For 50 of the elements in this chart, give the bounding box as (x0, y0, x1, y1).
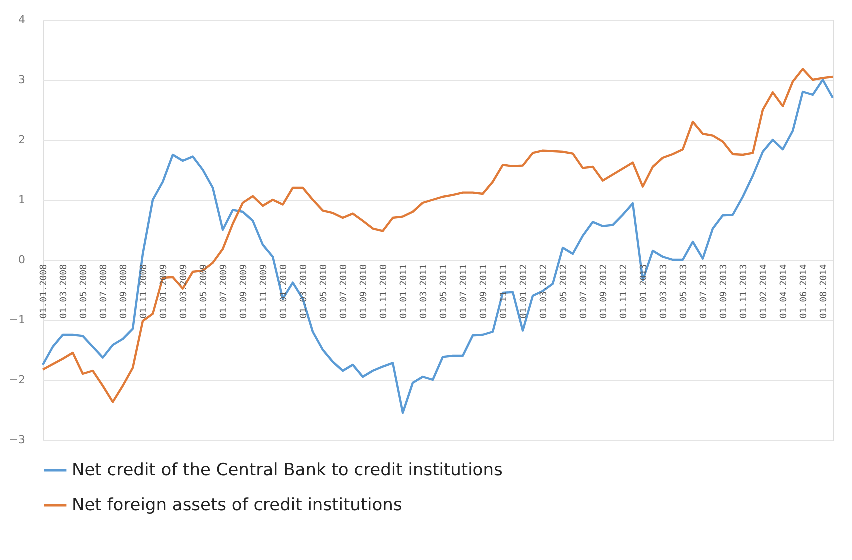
x-tick-label: 01.02.2014 (760, 264, 770, 319)
x-tick-label: 01.06.2014 (800, 264, 810, 319)
x-tick-label: 01.11.2009 (260, 264, 270, 319)
y-tick-label: −2 (9, 374, 26, 386)
x-tick-label: 01.01.2009 (160, 264, 170, 319)
x-tick-label: 01.07.2009 (220, 264, 230, 319)
x-tick-label: 01.01.2011 (400, 264, 410, 319)
x-tick-label: 01.09.2008 (120, 264, 130, 319)
x-tick-label: 01.07.2008 (100, 264, 110, 319)
x-tick-label: 01.11.2012 (620, 264, 630, 319)
x-tick-label: 01.09.2010 (360, 264, 370, 319)
x-tick-label: 01.11.2008 (140, 264, 150, 319)
x-tick-label: 01.11.2011 (500, 264, 510, 319)
x-tick-label: 01.05.2011 (440, 264, 450, 319)
y-tick-label: 0 (18, 254, 26, 266)
x-tick-label: 01.05.2010 (320, 264, 330, 319)
y-tick-label: −1 (9, 314, 26, 326)
x-tick-label: 01.07.2013 (700, 264, 710, 319)
x-tick-label: 01.03.2011 (420, 264, 430, 319)
x-tick-label: 01.01.2010 (280, 264, 290, 319)
x-tick-label: 01.05.2013 (680, 264, 690, 319)
x-tick-label: 01.03.2008 (60, 264, 70, 319)
y-tick-label: 2 (18, 134, 26, 146)
x-tick-label: 01.08.2014 (820, 264, 830, 319)
x-tick-label: 01.07.2010 (340, 264, 350, 319)
x-tick-label: 01.07.2011 (460, 264, 470, 319)
x-tick-label: 01.05.2008 (80, 264, 90, 319)
x-tick-label: 01.05.2012 (560, 264, 570, 319)
y-tick-label: −3 (9, 434, 26, 446)
x-tick-label: 01.09.2009 (240, 264, 250, 319)
x-tick-label: 01.09.2013 (720, 264, 730, 319)
x-tick-label: 01.07.2012 (580, 264, 590, 319)
x-tick-label: 01.11.2010 (380, 264, 390, 319)
y-tick-label: 4 (18, 14, 26, 26)
y-tick-label: 3 (18, 74, 26, 86)
x-tick-label: 01.04.2014 (780, 264, 790, 319)
x-tick-label: 01.11.2013 (740, 264, 750, 319)
x-tick-label: 01.03.2013 (660, 264, 670, 319)
x-tick-label: 01.01.2013 (640, 264, 650, 319)
x-tick-label: 01.05.2009 (200, 264, 210, 319)
x-tick-label: 01.09.2012 (600, 264, 610, 319)
legend-label: Net foreign assets of credit institutions (72, 496, 402, 516)
x-tick-label: 01.03.2010 (300, 264, 310, 319)
x-tick-label: 01.01.2008 (40, 264, 50, 319)
x-tick-label: 01.09.2011 (480, 264, 490, 319)
x-tick-label: 01.03.2012 (540, 264, 550, 319)
legend-label: Net credit of the Central Bank to credit institutions (72, 460, 503, 480)
y-tick-label: 1 (18, 194, 26, 206)
x-tick-label: 01.03.2009 (180, 264, 190, 319)
x-tick-label: 01.01.2012 (520, 264, 530, 319)
